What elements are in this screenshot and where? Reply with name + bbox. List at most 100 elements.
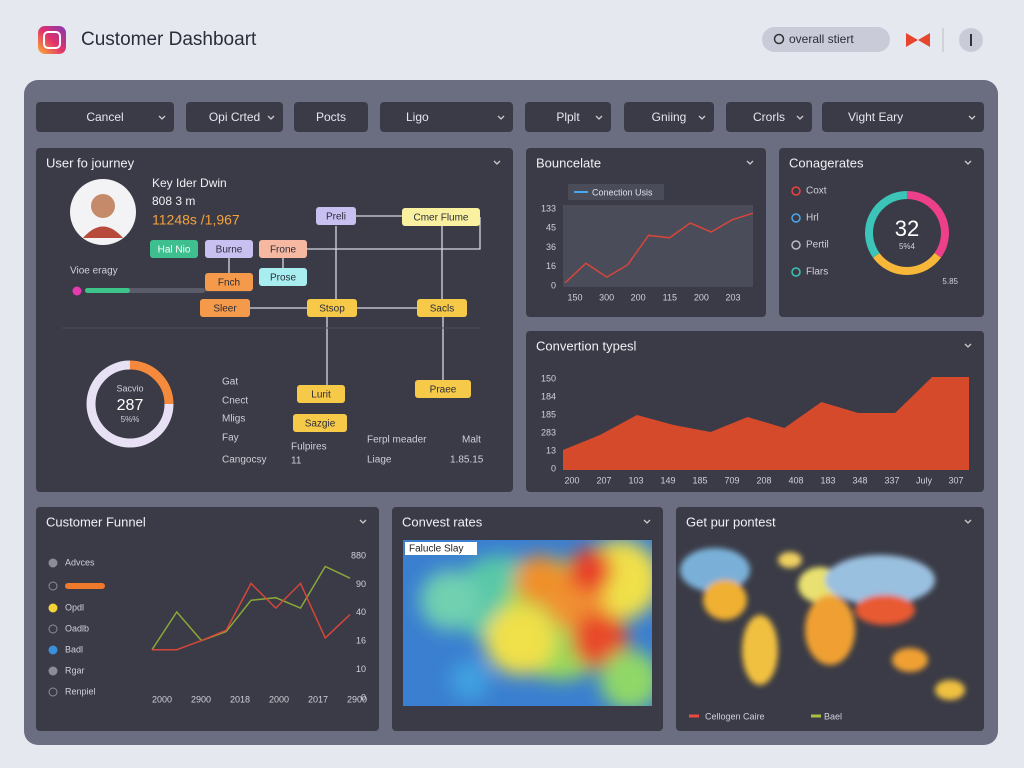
journey-node[interactable] <box>307 299 357 317</box>
chevron <box>964 519 972 524</box>
chevron <box>493 160 501 165</box>
note: 1.85.15 <box>450 455 484 466</box>
legend-dot <box>48 687 58 697</box>
donut-value: 287 <box>117 397 144 414</box>
donut-segment <box>129 360 174 405</box>
toolbar-label: Opi Crted <box>209 110 260 124</box>
energy-bar <box>85 288 130 293</box>
panel-title: Bouncelate <box>536 155 601 170</box>
toolbar-button[interactable] <box>822 102 984 132</box>
page-title: Customer Dashboart <box>81 29 257 50</box>
journey-node-label: Stsop <box>319 304 345 315</box>
profile-detail: 808 3 m <box>152 194 195 208</box>
note: Malt <box>462 435 481 446</box>
conversion-area <box>563 377 969 470</box>
x-tick-label: 2018 <box>230 694 250 704</box>
toolbar-label: Vight Eary <box>848 110 903 124</box>
ring-segment <box>865 191 908 258</box>
journey-node[interactable] <box>293 414 347 432</box>
y-tick-label: 10 <box>356 664 366 674</box>
journey-node-label: Sleer <box>213 304 237 315</box>
avatar-face <box>91 194 115 218</box>
donut-label: Sacvio <box>116 383 143 393</box>
journey-node[interactable] <box>259 268 307 286</box>
journey-node[interactable] <box>415 380 471 398</box>
legend-dot <box>48 645 58 655</box>
legend-dot <box>48 581 58 591</box>
journey-node[interactable] <box>205 240 253 258</box>
legend-dot <box>48 666 58 676</box>
journey-node-label: Prose <box>270 273 297 284</box>
toolbar-button[interactable] <box>380 102 513 132</box>
map-region <box>742 615 778 685</box>
panel-title: Customer Funnel <box>46 514 146 529</box>
toolbar-button[interactable] <box>186 102 283 132</box>
x-tick-label: 307 <box>948 475 963 485</box>
journey-node-label: Frone <box>270 245 297 256</box>
bow-icon[interactable] <box>906 33 930 47</box>
journey-node-label: Lurit <box>311 390 331 401</box>
panel <box>36 507 379 731</box>
x-tick-label: 103 <box>628 475 643 485</box>
list-item: Cnect <box>222 396 248 407</box>
legend-dot <box>48 624 58 634</box>
journey-node[interactable] <box>200 299 250 317</box>
energy-dot <box>72 286 82 296</box>
x-tick-label: 183 <box>820 475 835 485</box>
journey-node[interactable] <box>417 299 467 317</box>
chevron <box>968 115 976 120</box>
list-item: Cangocsy <box>222 455 266 466</box>
y-tick-label: 184 <box>541 391 556 401</box>
legend-label: Coxt <box>806 186 827 197</box>
legend-label: Oadlb <box>65 623 89 633</box>
legend-dot <box>48 603 58 613</box>
journey-node[interactable] <box>316 207 356 225</box>
journey-connectors <box>228 215 481 385</box>
legend-label: Rgar <box>65 665 85 675</box>
panel <box>779 148 984 317</box>
chevron <box>497 115 505 120</box>
journey-node-label: Hal Nio <box>158 245 191 256</box>
x-tick-label: 2000 <box>152 694 172 704</box>
legend-dot <box>791 240 801 250</box>
x-tick-label: July <box>916 475 933 485</box>
toolbar-label: Ligo <box>406 110 429 124</box>
toolbar-button[interactable] <box>525 102 611 132</box>
y-tick-label: 45 <box>546 223 556 233</box>
journey-node[interactable] <box>402 208 480 226</box>
map-region <box>680 548 750 592</box>
list-item: Fay <box>222 433 239 444</box>
ring-sub: 5%4 <box>899 242 916 251</box>
journey-node[interactable] <box>150 240 198 258</box>
search-box[interactable] <box>762 27 890 52</box>
x-tick-label: 337 <box>884 475 899 485</box>
heat-label: Falucle Slay <box>409 544 463 555</box>
logo-glyph <box>43 31 61 49</box>
energy-label: Vioe eragy <box>70 266 118 277</box>
note: Ferpl meader <box>367 435 427 446</box>
y-tick-label: 150 <box>541 373 556 383</box>
toolbar-button[interactable] <box>726 102 812 132</box>
x-tick-label: 150 <box>567 292 582 302</box>
profile-stat: 11248s /1,967 <box>152 212 240 228</box>
toolbar-button[interactable] <box>624 102 714 132</box>
chevron <box>964 160 972 165</box>
journey-node[interactable] <box>259 240 307 258</box>
panel <box>36 148 513 492</box>
ring-footer: 5.85 <box>942 277 958 286</box>
legend-label: Pertil <box>806 240 829 251</box>
heat-blob <box>515 555 565 605</box>
legend-dot <box>791 213 801 223</box>
toolbar-label: Crorls <box>753 110 785 124</box>
map-region <box>805 595 855 665</box>
legend-label: Conection Usis <box>592 187 653 197</box>
journey-node[interactable] <box>205 273 253 291</box>
heat-blob <box>600 650 652 706</box>
journey-node[interactable] <box>297 385 345 403</box>
toolbar-button[interactable] <box>36 102 174 132</box>
journey-node-label: Sacls <box>430 304 454 315</box>
toolbar-button[interactable] <box>294 102 368 132</box>
y-tick-label: 0 <box>361 692 366 702</box>
chevron <box>158 115 166 120</box>
